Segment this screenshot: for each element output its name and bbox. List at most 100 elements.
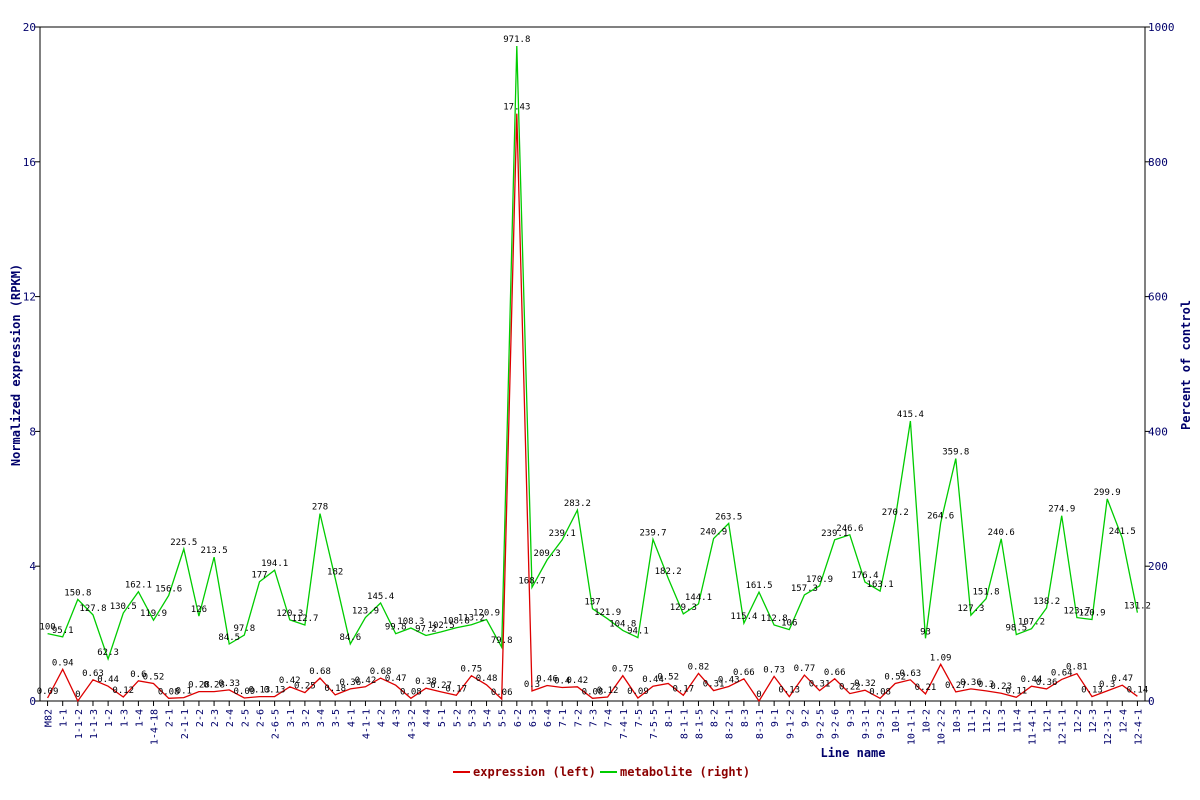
expression-data-label: 0.42 [355, 676, 377, 686]
x-tick-label: 2-3 [210, 709, 221, 727]
x-tick-label: 7-5-5 [649, 709, 660, 739]
right-tick-label: 800 [1148, 156, 1168, 169]
expression-data-label: 0.11 [1005, 686, 1027, 696]
x-tick-label: 3-5 [331, 709, 342, 727]
x-tick-label: 4-4 [422, 709, 433, 727]
metabolite-data-label: 240.9 [700, 528, 727, 538]
x-tick-label: 8-2 [710, 709, 721, 727]
metabolite-data-label: 108.3 [397, 617, 424, 627]
left-tick-label: 12 [23, 291, 36, 304]
left-y-axis: 0 4 8 12 16 20 [23, 21, 40, 708]
x-tick-label: M82 [44, 709, 55, 727]
expression-data-label: 0.22 [839, 683, 861, 693]
expression-data-label: 0.13 [249, 686, 271, 696]
x-tick-label: 4-2 [377, 709, 388, 727]
expression-data-label: 0.63 [82, 669, 104, 679]
expression-data-label: 0.43 [718, 676, 740, 686]
x-tick-label: 10-1 [891, 709, 902, 733]
x-tick-label: 12-2 [1073, 709, 1084, 733]
metabolite-data-label: 104.8 [609, 619, 636, 629]
legend-label-expression: expression (left) [473, 765, 596, 779]
expression-data-label: 0.44 [642, 675, 664, 685]
expression-data-label: 0.08 [400, 687, 422, 697]
expression-data-label: 0.66 [824, 668, 846, 678]
expression-data-label: 0.27 [945, 681, 967, 691]
expression-data-label: 0.46 [536, 674, 558, 684]
x-tick-label: 7-4-1 [619, 709, 630, 739]
metabolite-data-label: 131.2 [1124, 602, 1151, 612]
x-tick-label: 2-5 [240, 709, 251, 727]
expression-data-label: 0.63 [900, 669, 922, 679]
expression-data-label: 0.13 [264, 686, 286, 696]
metabolite-data-label: 194.1 [261, 559, 288, 569]
metabolite-data-label: 126 [191, 605, 207, 615]
metabolite-data-label: 971.8 [503, 35, 530, 45]
metabolite-data-label: 123.9 [352, 606, 379, 616]
x-tick-label: 7-5 [634, 709, 645, 727]
metabolite-data-label: 263.5 [715, 512, 742, 522]
x-tick-label: 4-3-2 [407, 709, 418, 739]
metabolite-data-label: 241.5 [1109, 527, 1136, 537]
metabolite-data-label: 145.4 [367, 592, 394, 602]
expression-data-label: 0.27 [430, 681, 452, 691]
x-tick-label: 11-2 [982, 709, 993, 733]
x-tick-label: 9-2-6 [831, 709, 842, 739]
expression-data-label: 0.13 [778, 686, 800, 696]
expression-data-label: 0.6 [130, 670, 146, 680]
left-tick-label: 20 [23, 21, 36, 34]
expression-data-label: 0.68 [309, 667, 331, 677]
expression-data-label: 0.14 [1127, 685, 1149, 695]
expression-data-label: 0.3 [978, 680, 994, 690]
x-tick-label: 7-1 [558, 709, 569, 727]
x-tick-label: 11-1 [967, 709, 978, 733]
left-axis-title: Normalized expression (RPKM) [9, 264, 23, 466]
expression-data-label: 0.47 [1111, 674, 1133, 684]
x-axis-title: Line name [820, 746, 885, 760]
x-tick-label: 10-2 [922, 709, 933, 733]
x-tick-label: 8-3-1 [755, 709, 766, 739]
metabolite-data-label: 144.1 [685, 593, 712, 603]
expression-data-label: 0.82 [688, 662, 710, 672]
x-tick-label: 2-1-1 [180, 709, 191, 739]
expression-data-label: 0.66 [733, 668, 755, 678]
metabolite-data-label: 112.7 [291, 614, 318, 624]
x-tick-label: 1-2 [104, 709, 115, 727]
metabolite-data-label: 415.4 [897, 410, 924, 420]
expression-data-label: 0.68 [370, 667, 392, 677]
x-tick-label: 1-4 [134, 709, 145, 727]
expression-data-label: 0.28 [188, 681, 210, 691]
metabolite-data-label: 120.9 [1078, 609, 1105, 619]
x-tick-label: 11-4 [1012, 709, 1023, 733]
x-tick-label: 2-4 [225, 709, 236, 727]
metabolite-data-label: 157.3 [791, 584, 818, 594]
expression-data-label: 0.28 [203, 681, 225, 691]
expression-data-label: 0.06 [491, 688, 513, 698]
expression-data-label: 0.25 [294, 682, 316, 692]
metabolite-data-label: 120.9 [473, 609, 500, 619]
expression-data-label: 0.48 [476, 674, 498, 684]
expression-data-label: 0.44 [1021, 675, 1043, 685]
expression-data-label: 1.09 [930, 653, 952, 663]
x-tick-label: 1-1-3 [89, 709, 100, 739]
right-axis-title: Percent of control [1179, 300, 1193, 430]
metabolite-data-label: 84.5 [218, 633, 240, 643]
x-tick-label: 1-1-2 [74, 709, 85, 739]
metabolite-data-label: 225.5 [170, 538, 197, 548]
metabolite-data-label: 97.8 [234, 624, 256, 634]
expression-data-label: 0.52 [884, 672, 906, 682]
x-tick-label: 2-2 [195, 709, 206, 727]
metabolite-data-label: 95.1 [52, 626, 74, 636]
metabolite-data-label: 150.8 [64, 588, 91, 598]
x-tick-label: 8-1-5 [694, 709, 705, 739]
expression-data-label: 0.08 [158, 687, 180, 697]
x-tick-label: 2-6-5 [271, 709, 282, 739]
expression-data-label: 0.33 [218, 679, 240, 689]
x-tick-label: 9-1 [770, 709, 781, 727]
x-tick-label: 8-2-1 [725, 709, 736, 739]
metabolite-data-label: 161.5 [745, 581, 772, 591]
expression-data-label: 0.3 [1099, 680, 1115, 690]
expression-data-label: 0.09 [627, 687, 649, 697]
metabolite-data-label: 99.8 [385, 623, 407, 633]
x-tick-label: 1-3 [119, 709, 130, 727]
